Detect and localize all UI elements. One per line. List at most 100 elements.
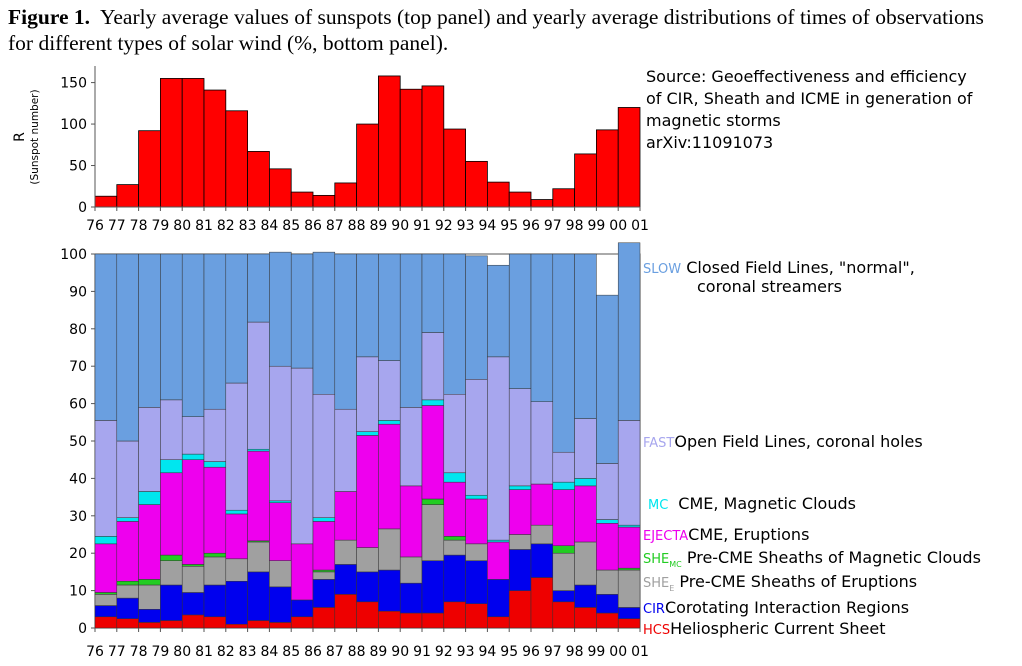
- solar-wind-segment: [617, 242, 641, 421]
- legend-item-she-e: SHEE Pre-CME Sheaths of Eruptions: [643, 572, 917, 593]
- solar-wind-segment: [574, 418, 597, 479]
- solar-wind-segment: [225, 581, 248, 625]
- solar-wind-segment: [138, 584, 161, 610]
- legend-item-slow: SLOW Closed Field Lines, "normal", coron…: [643, 258, 915, 296]
- solar-wind-segment: [290, 543, 314, 601]
- solar-wind-segment: [596, 523, 619, 571]
- source-note: Source: Geoeffectiveness and efficiency …: [646, 66, 1016, 154]
- solar-wind-segment: [617, 607, 641, 619]
- sunspot-bar: [596, 129, 619, 208]
- solar-wind-segment: [421, 332, 445, 401]
- solar-wind-segment: [596, 594, 619, 614]
- solar-wind-segment: [116, 517, 139, 522]
- sunspot-bar: [290, 191, 314, 208]
- sunspot-bar: [138, 130, 161, 208]
- solar-wind-segment: [138, 491, 161, 505]
- solar-wind-segment: [465, 379, 488, 496]
- legend-code: SHE: [643, 552, 670, 567]
- solar-wind-y-tick-label: 30: [69, 509, 87, 525]
- solar-wind-x-tick-label: 86: [304, 644, 322, 660]
- solar-wind-segment: [399, 253, 423, 408]
- solar-wind-x-tick-label: 91: [413, 644, 431, 660]
- solar-wind-segment: [203, 556, 227, 586]
- solar-wind-segment: [247, 253, 270, 323]
- legend-code: HCS: [643, 623, 671, 638]
- solar-wind-segment: [269, 500, 292, 503]
- solar-wind-x-tick-label: 01: [631, 644, 649, 660]
- solar-wind-segment: [443, 539, 466, 556]
- solar-wind-segment: [160, 560, 183, 586]
- solar-wind-segment: [465, 543, 488, 561]
- solar-wind-segment: [552, 451, 575, 483]
- solar-wind-x-tick-label: 94: [478, 644, 496, 660]
- sunspot-bar: [247, 151, 270, 208]
- sunspot-bar: [159, 78, 183, 208]
- solar-wind-segment: [160, 584, 183, 621]
- solar-wind-segment: [487, 616, 510, 629]
- solar-wind-segment: [290, 599, 314, 618]
- solar-wind-segment: [552, 481, 575, 490]
- sunspot-x-tick-label: 83: [239, 218, 257, 234]
- solar-wind-segment: [487, 264, 510, 358]
- legend-code: SHE: [643, 576, 670, 591]
- solar-wind-segment: [421, 498, 445, 505]
- solar-wind-segment: [356, 547, 379, 573]
- solar-wind-segment: [181, 564, 205, 567]
- legend-code-sub: MC: [669, 560, 682, 570]
- solar-wind-segment: [138, 622, 161, 629]
- sunspot-bar: [334, 182, 357, 208]
- solar-wind-segment: [203, 552, 227, 558]
- solar-wind-segment: [247, 448, 270, 452]
- solar-wind-segment: [225, 558, 248, 582]
- solar-wind-segment: [334, 594, 357, 629]
- sunspot-bar: [443, 128, 466, 208]
- solar-wind-segment: [552, 601, 575, 629]
- solar-wind-segment: [487, 579, 510, 618]
- solar-wind-segment: [421, 560, 445, 614]
- legend-desc: CME, Magnetic Clouds: [678, 494, 856, 513]
- solar-wind-segment: [378, 360, 401, 421]
- solar-wind-segment: [487, 356, 510, 541]
- solar-wind-segment: [552, 552, 575, 591]
- solar-wind-segment: [116, 440, 139, 518]
- legend-desc: Pre-CME Sheaths of Eruptions: [679, 572, 918, 591]
- solar-wind-segment: [552, 545, 575, 554]
- solar-wind-segment: [465, 494, 488, 500]
- solar-wind-segment: [181, 459, 205, 565]
- solar-wind-segment: [465, 603, 488, 629]
- sunspot-bar: [203, 89, 227, 208]
- solar-wind-segment: [334, 408, 357, 492]
- solar-wind-y-tick-label: 60: [69, 397, 87, 413]
- sunspot-bar: [356, 123, 379, 208]
- solar-wind-segment: [138, 579, 161, 586]
- solar-wind-segment: [465, 498, 488, 545]
- solar-wind-segment: [225, 253, 248, 384]
- source-line: Source: Geoeffectiveness and efficiency: [646, 67, 967, 86]
- solar-wind-segment: [269, 502, 292, 561]
- solar-wind-segment: [617, 569, 641, 608]
- solar-wind-segment: [290, 253, 314, 369]
- solar-wind-segment: [508, 549, 532, 591]
- solar-wind-x-tick-label: 97: [544, 644, 562, 660]
- legend-code: CIR: [643, 602, 665, 617]
- caption-text: Yearly average values of sunspots (top p…: [8, 5, 984, 55]
- sunspot-x-tick-label: 77: [108, 218, 126, 234]
- solar-wind-segment: [312, 517, 336, 522]
- solar-wind-segment: [160, 459, 183, 474]
- solar-wind-segment: [508, 253, 532, 389]
- solar-wind-segment: [160, 472, 183, 556]
- solar-wind-segment: [378, 420, 401, 425]
- solar-wind-segment: [116, 597, 139, 619]
- solar-wind-segment: [269, 365, 292, 502]
- sunspot-bar: [486, 181, 510, 208]
- solar-wind-segment: [530, 524, 554, 545]
- solar-wind-segment: [574, 485, 597, 543]
- solar-wind-x-tick-label: 00: [609, 644, 627, 660]
- solar-wind-segment: [94, 605, 118, 618]
- solar-wind-segment: [138, 407, 161, 492]
- solar-wind-y-tick-label: 90: [69, 284, 87, 300]
- solar-wind-segment: [181, 453, 205, 460]
- solar-wind-x-tick-label: 99: [587, 644, 605, 660]
- sunspot-x-tick-label: 84: [260, 218, 278, 234]
- solar-wind-segment: [269, 560, 292, 588]
